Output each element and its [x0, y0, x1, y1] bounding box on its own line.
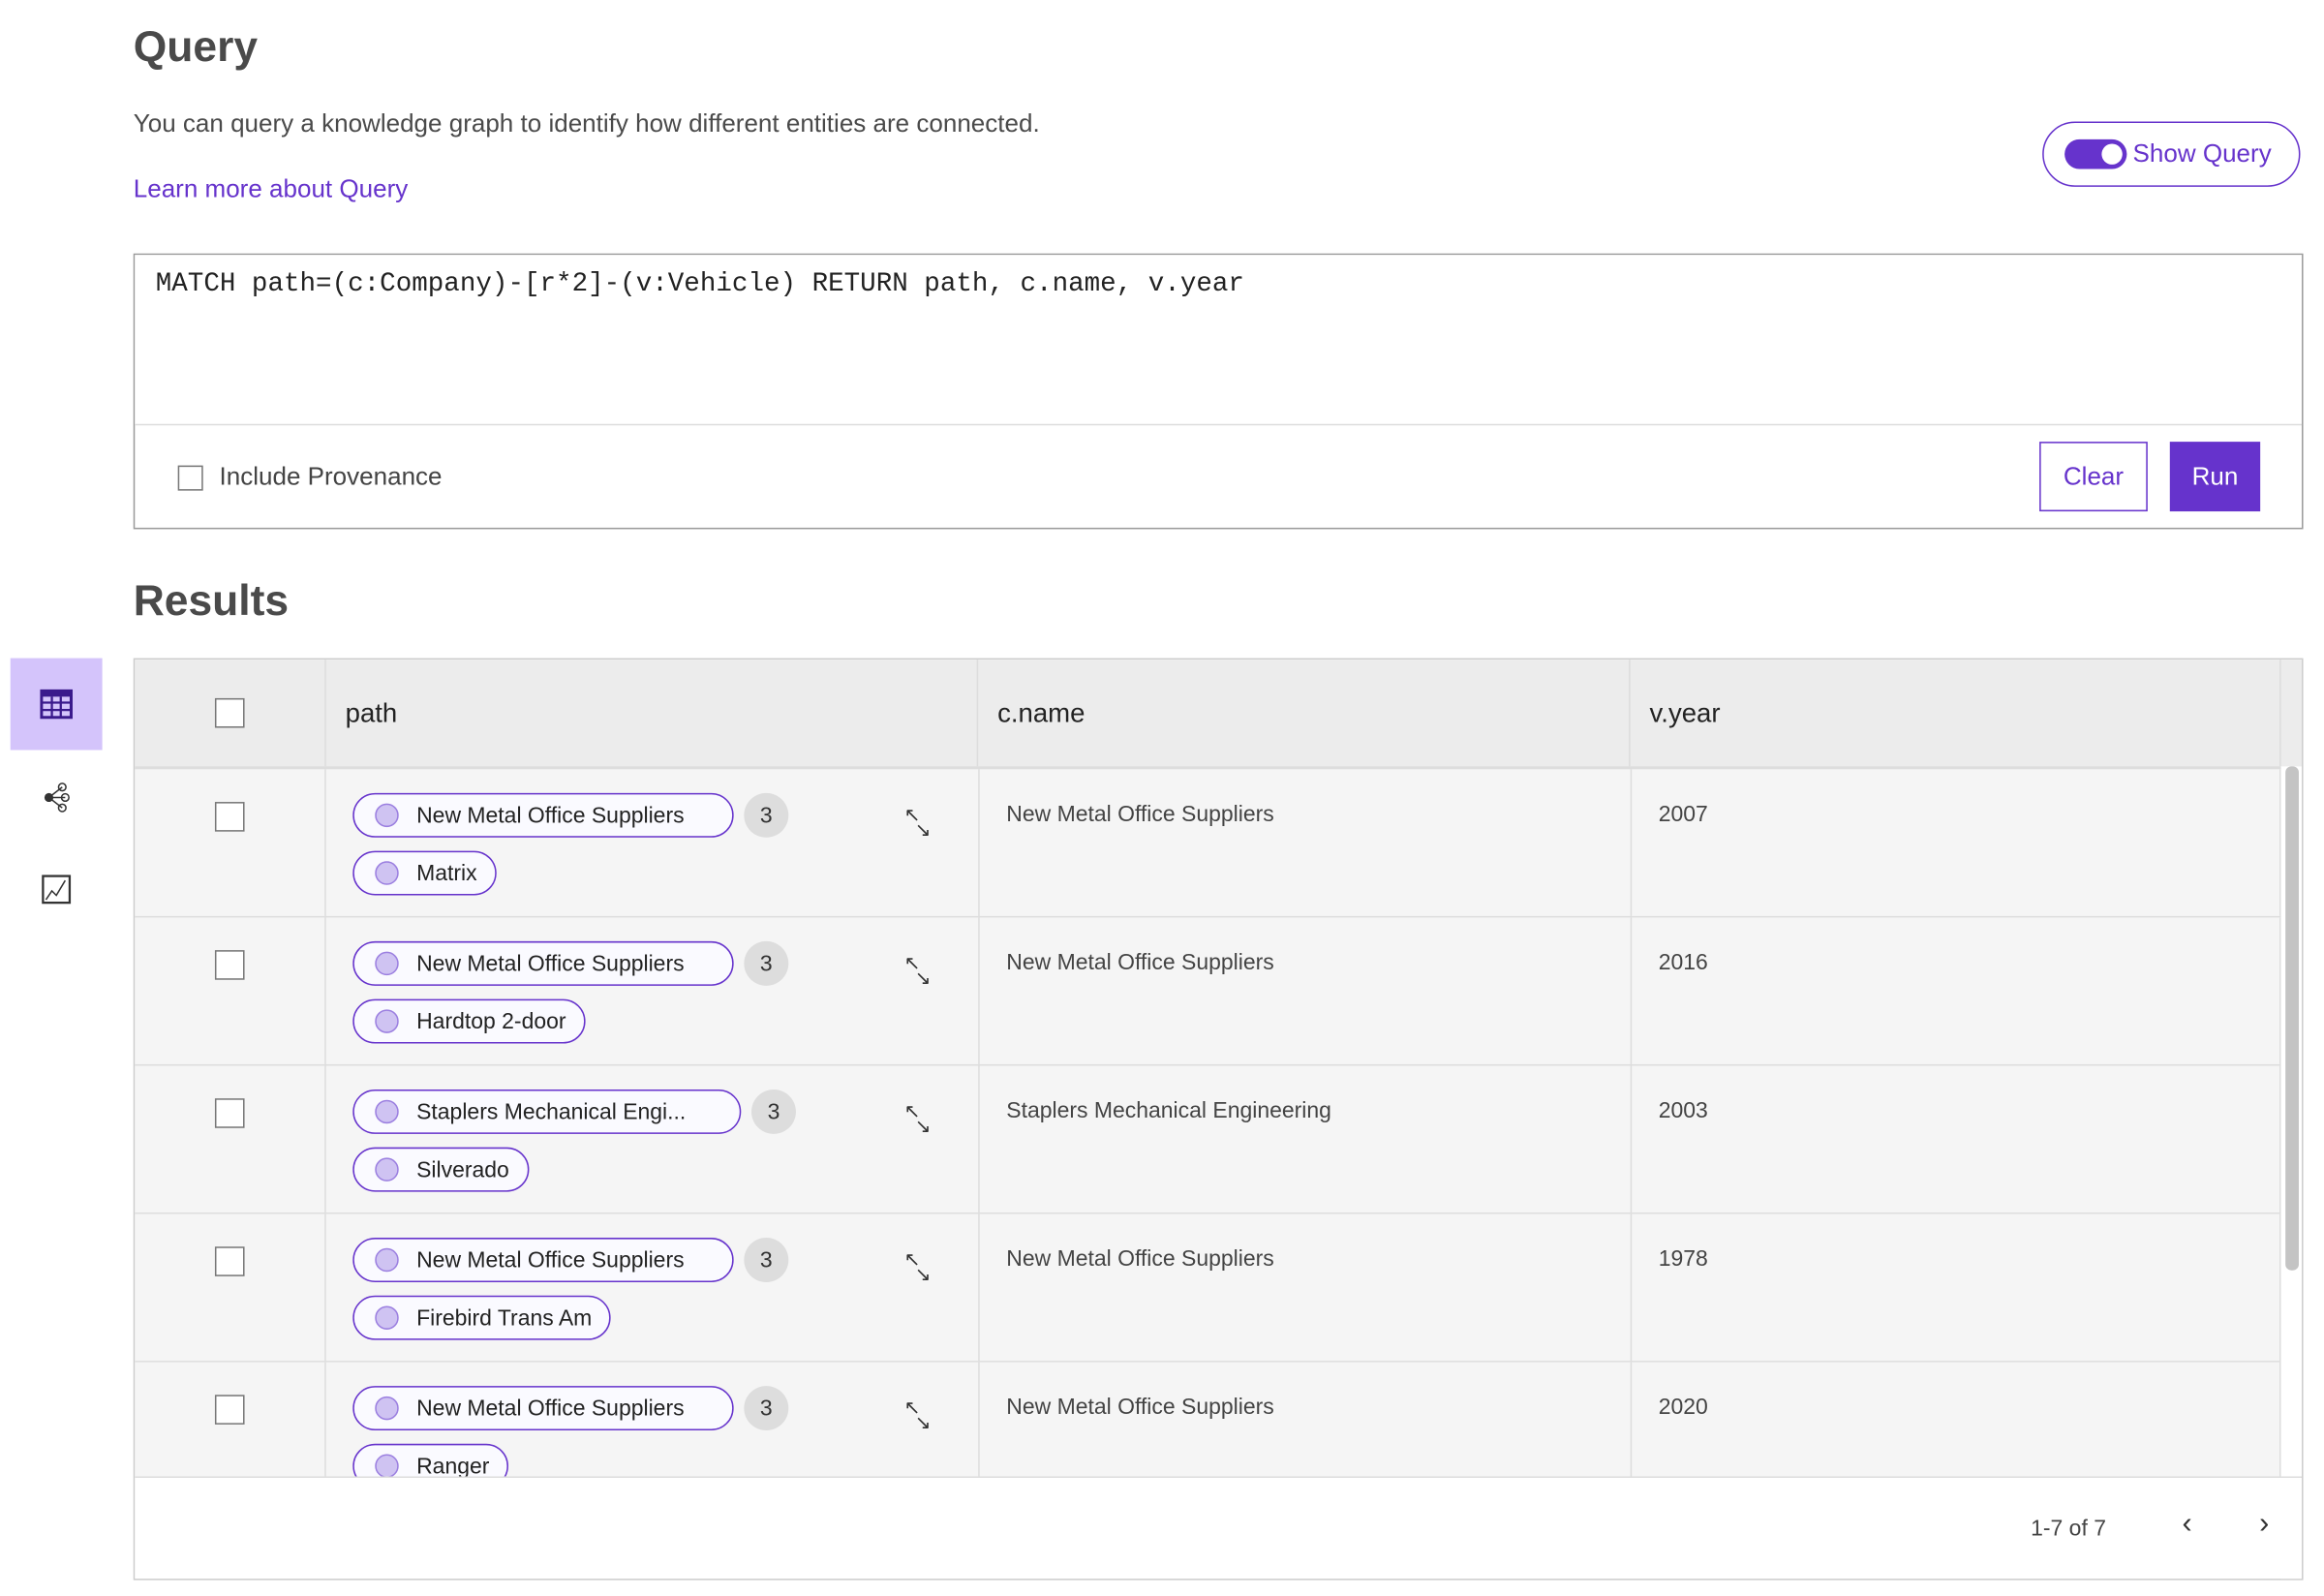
- node-icon: [375, 803, 399, 828]
- show-query-label: Show Query: [2132, 138, 2272, 168]
- page-title: Query: [133, 23, 259, 72]
- start-node-pill[interactable]: New Metal Office Suppliers: [352, 1238, 734, 1282]
- column-header-path[interactable]: path: [326, 660, 979, 767]
- run-button[interactable]: Run: [2169, 442, 2261, 512]
- next-page-icon[interactable]: ›: [2259, 1507, 2270, 1541]
- row-checkbox[interactable]: [214, 802, 245, 832]
- vyear-cell: 2007: [1632, 769, 2281, 916]
- end-node-pill[interactable]: Firebird Trans Am: [352, 1295, 612, 1340]
- hop-count-badge: 3: [744, 940, 789, 986]
- start-node-label: New Metal Office Suppliers: [416, 1246, 685, 1274]
- column-header-cname[interactable]: c.name: [978, 660, 1631, 767]
- end-node-pill[interactable]: Silverado: [352, 1147, 529, 1192]
- cname-cell: Staplers Mechanical Engineering: [980, 1065, 1633, 1213]
- row-checkbox[interactable]: [214, 1098, 245, 1128]
- node-icon: [375, 861, 399, 885]
- path-cell: New Metal Office Suppliers 3 Firebird Tr…: [326, 1213, 980, 1362]
- column-header-vyear[interactable]: v.year: [1631, 660, 2281, 767]
- node-icon: [375, 1247, 399, 1273]
- end-node-pill[interactable]: Hardtop 2-door: [352, 998, 586, 1044]
- path-cell: New Metal Office Suppliers 3 Matrix ↖ ↘: [326, 769, 980, 916]
- chart-icon: [42, 875, 72, 905]
- vyear-cell: 2016: [1632, 917, 2281, 1064]
- select-all-checkbox[interactable]: [214, 697, 245, 728]
- table-row: Staplers Mechanical Engi... 3 Silverado …: [135, 1065, 2303, 1214]
- end-node-label: Silverado: [416, 1156, 509, 1182]
- table-row: New Metal Office Suppliers 3 Firebird Tr…: [135, 1213, 2303, 1363]
- graph-icon: [44, 783, 70, 813]
- node-icon: [375, 1009, 399, 1033]
- row-checkbox[interactable]: [214, 1246, 245, 1276]
- include-provenance[interactable]: Include Provenance: [177, 462, 443, 493]
- path-cell: Staplers Mechanical Engi... 3 Silverado …: [326, 1065, 980, 1213]
- end-node-label: Firebird Trans Am: [416, 1304, 593, 1331]
- start-node-label: Staplers Mechanical Engi...: [416, 1098, 687, 1124]
- start-node-label: New Metal Office Suppliers: [416, 802, 685, 828]
- cname-cell: New Metal Office Suppliers: [980, 1362, 1633, 1510]
- show-query-toggle[interactable]: Show Query: [2042, 121, 2301, 187]
- table-icon: [40, 689, 73, 720]
- table-footer: 1-7 of 7 ‹ ›: [135, 1476, 2303, 1580]
- hop-count-badge: 3: [744, 1238, 789, 1282]
- expand-icon[interactable]: ↖ ↘: [903, 1099, 932, 1137]
- hop-count-badge: 3: [744, 792, 789, 838]
- start-node-pill[interactable]: Staplers Mechanical Engi...: [352, 1089, 742, 1134]
- node-icon: [375, 1099, 399, 1124]
- table-header: path c.name v.year: [135, 660, 2303, 770]
- path-cell: New Metal Office Suppliers 3 Ranger ↖ ↘: [326, 1362, 980, 1510]
- graph-view-button[interactable]: [11, 752, 103, 844]
- pagination-info: 1-7 of 7: [2031, 1516, 2106, 1542]
- include-provenance-checkbox[interactable]: [177, 464, 203, 490]
- vyear-cell: 2020: [1632, 1362, 2281, 1510]
- end-node-label: Hardtop 2-door: [416, 1008, 566, 1034]
- node-icon: [375, 1157, 399, 1182]
- cname-cell: New Metal Office Suppliers: [980, 769, 1633, 916]
- cname-cell: New Metal Office Suppliers: [980, 1213, 1633, 1362]
- path-cell: New Metal Office Suppliers 3 Hardtop 2-d…: [326, 917, 980, 1064]
- table-view-button[interactable]: [10, 658, 103, 751]
- node-icon: [375, 1396, 399, 1421]
- start-node-label: New Metal Office Suppliers: [416, 1396, 685, 1422]
- clear-button[interactable]: Clear: [2039, 442, 2148, 512]
- start-node-pill[interactable]: New Metal Office Suppliers: [352, 940, 734, 986]
- row-checkbox[interactable]: [214, 1395, 245, 1425]
- hop-count-badge: 3: [744, 1386, 789, 1431]
- table-row: New Metal Office Suppliers 3 Matrix ↖ ↘ …: [135, 769, 2303, 918]
- results-table: path c.name v.year New Metal Office Supp…: [133, 658, 2304, 1581]
- end-node-pill[interactable]: Matrix: [352, 850, 497, 896]
- start-node-pill[interactable]: New Metal Office Suppliers: [352, 792, 734, 838]
- row-checkbox[interactable]: [214, 950, 245, 980]
- cname-cell: New Metal Office Suppliers: [980, 917, 1633, 1064]
- vyear-cell: 2003: [1632, 1065, 2281, 1213]
- expand-icon[interactable]: ↖ ↘: [903, 951, 932, 989]
- learn-more-link[interactable]: Learn more about Query: [133, 174, 409, 203]
- chart-view-button[interactable]: [11, 844, 103, 936]
- query-input[interactable]: [135, 255, 2303, 426]
- node-icon: [375, 1454, 399, 1479]
- start-node-label: New Metal Office Suppliers: [416, 950, 685, 976]
- expand-icon[interactable]: ↖ ↘: [903, 1247, 932, 1286]
- toggle-switch[interactable]: [2064, 138, 2127, 169]
- include-provenance-label: Include Provenance: [219, 462, 443, 491]
- query-editor: Include Provenance Clear Run: [133, 253, 2304, 530]
- scrollbar-thumb[interactable]: [2285, 766, 2299, 1271]
- end-node-label: Matrix: [416, 860, 477, 886]
- node-icon: [375, 951, 399, 976]
- results-title: Results: [133, 577, 290, 626]
- hop-count-badge: 3: [751, 1089, 796, 1134]
- expand-icon[interactable]: ↖ ↘: [903, 1396, 932, 1434]
- vyear-cell: 1978: [1632, 1213, 2281, 1362]
- start-node-pill[interactable]: New Metal Office Suppliers: [352, 1386, 734, 1431]
- table-scrollbar[interactable]: [2280, 766, 2303, 1580]
- node-icon: [375, 1305, 399, 1330]
- page-description: You can query a knowledge graph to ident…: [133, 109, 1040, 138]
- end-node-label: Ranger: [416, 1453, 490, 1479]
- table-row: New Metal Office Suppliers 3 Hardtop 2-d…: [135, 917, 2303, 1066]
- prev-page-icon[interactable]: ‹: [2182, 1507, 2192, 1541]
- expand-icon[interactable]: ↖ ↘: [903, 803, 932, 841]
